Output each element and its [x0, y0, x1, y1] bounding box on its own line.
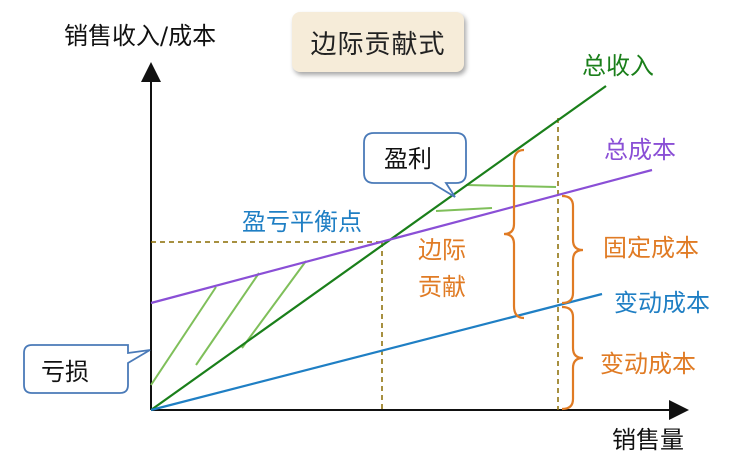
y-axis-label: 销售收入/成本 [64, 22, 216, 50]
contribution-margin-label-line1: 边际 [418, 236, 466, 264]
loss-hatching [150, 260, 307, 386]
contribution-brace [503, 148, 525, 320]
title-box: 边际贡献式 [292, 12, 464, 72]
total-cost-label: 总成本 [604, 136, 676, 164]
profit-callout [363, 132, 467, 198]
diagram-title: 边际贡献式 [310, 29, 446, 60]
profit-markers [435, 184, 557, 212]
contribution-margin-label-line2: 贡献 [418, 273, 466, 301]
loss-callout [23, 344, 151, 394]
loss-label: 亏损 [41, 358, 89, 386]
fixed-cost-brace [561, 194, 584, 305]
fixed-cost-label: 固定成本 [603, 234, 699, 262]
variable-cost-line [150, 292, 603, 412]
x-axis-label: 销售量 [612, 426, 684, 454]
total-revenue-label: 总收入 [582, 52, 654, 80]
profit-label: 盈利 [384, 145, 432, 173]
variable-cost-brace-label: 变动成本 [600, 350, 696, 378]
variable-cost-brace [561, 305, 584, 411]
breakeven-label: 盈亏平衡点 [242, 208, 362, 236]
total-cost-line [150, 168, 653, 305]
total-revenue-line [150, 85, 607, 411]
variable-cost-line-label: 变动成本 [614, 289, 710, 317]
